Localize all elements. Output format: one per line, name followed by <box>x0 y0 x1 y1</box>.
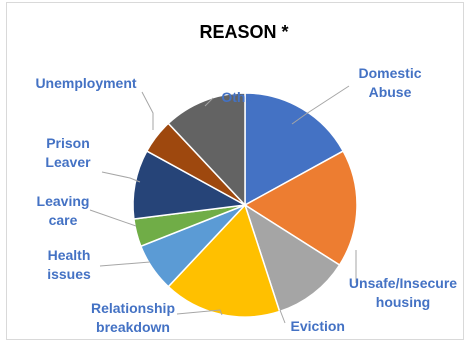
leader-line <box>279 309 286 324</box>
slice-labels: Domestic Abuse Unsafe/Insecure housingEvict… <box>35 65 457 335</box>
leader-line <box>291 85 350 125</box>
leader-lines <box>89 85 357 324</box>
pie-slice-domestic-abuse <box>244 92 345 207</box>
leader-line <box>99 261 151 267</box>
pie-slice-other <box>167 92 246 207</box>
pie-slice-relationship-breakdown <box>167 203 281 318</box>
chart-title: REASON * <box>199 22 288 42</box>
slice-label: Eviction <box>291 318 345 334</box>
slice-label: Health issues <box>47 247 91 282</box>
leader-line <box>141 91 154 130</box>
pie-slice-eviction <box>243 203 341 313</box>
leader-line <box>101 171 141 183</box>
slice-label: Domestic Abuse <box>358 65 421 100</box>
leader-line <box>204 97 214 107</box>
slice-label: Unsafe/Insecure housing <box>349 275 457 310</box>
leader-line <box>176 309 223 316</box>
slice-label: Other <box>221 89 259 105</box>
pie-slice-unsafe-insecure-housing <box>243 150 358 267</box>
slice-label: Unemployment <box>35 75 136 91</box>
slice-label: Relationship breakdown <box>91 300 175 335</box>
pie-slices <box>132 92 358 318</box>
slice-label: Leaving care <box>37 193 90 228</box>
slice-label: Prison Leaver <box>45 135 91 170</box>
leader-line <box>89 209 137 227</box>
